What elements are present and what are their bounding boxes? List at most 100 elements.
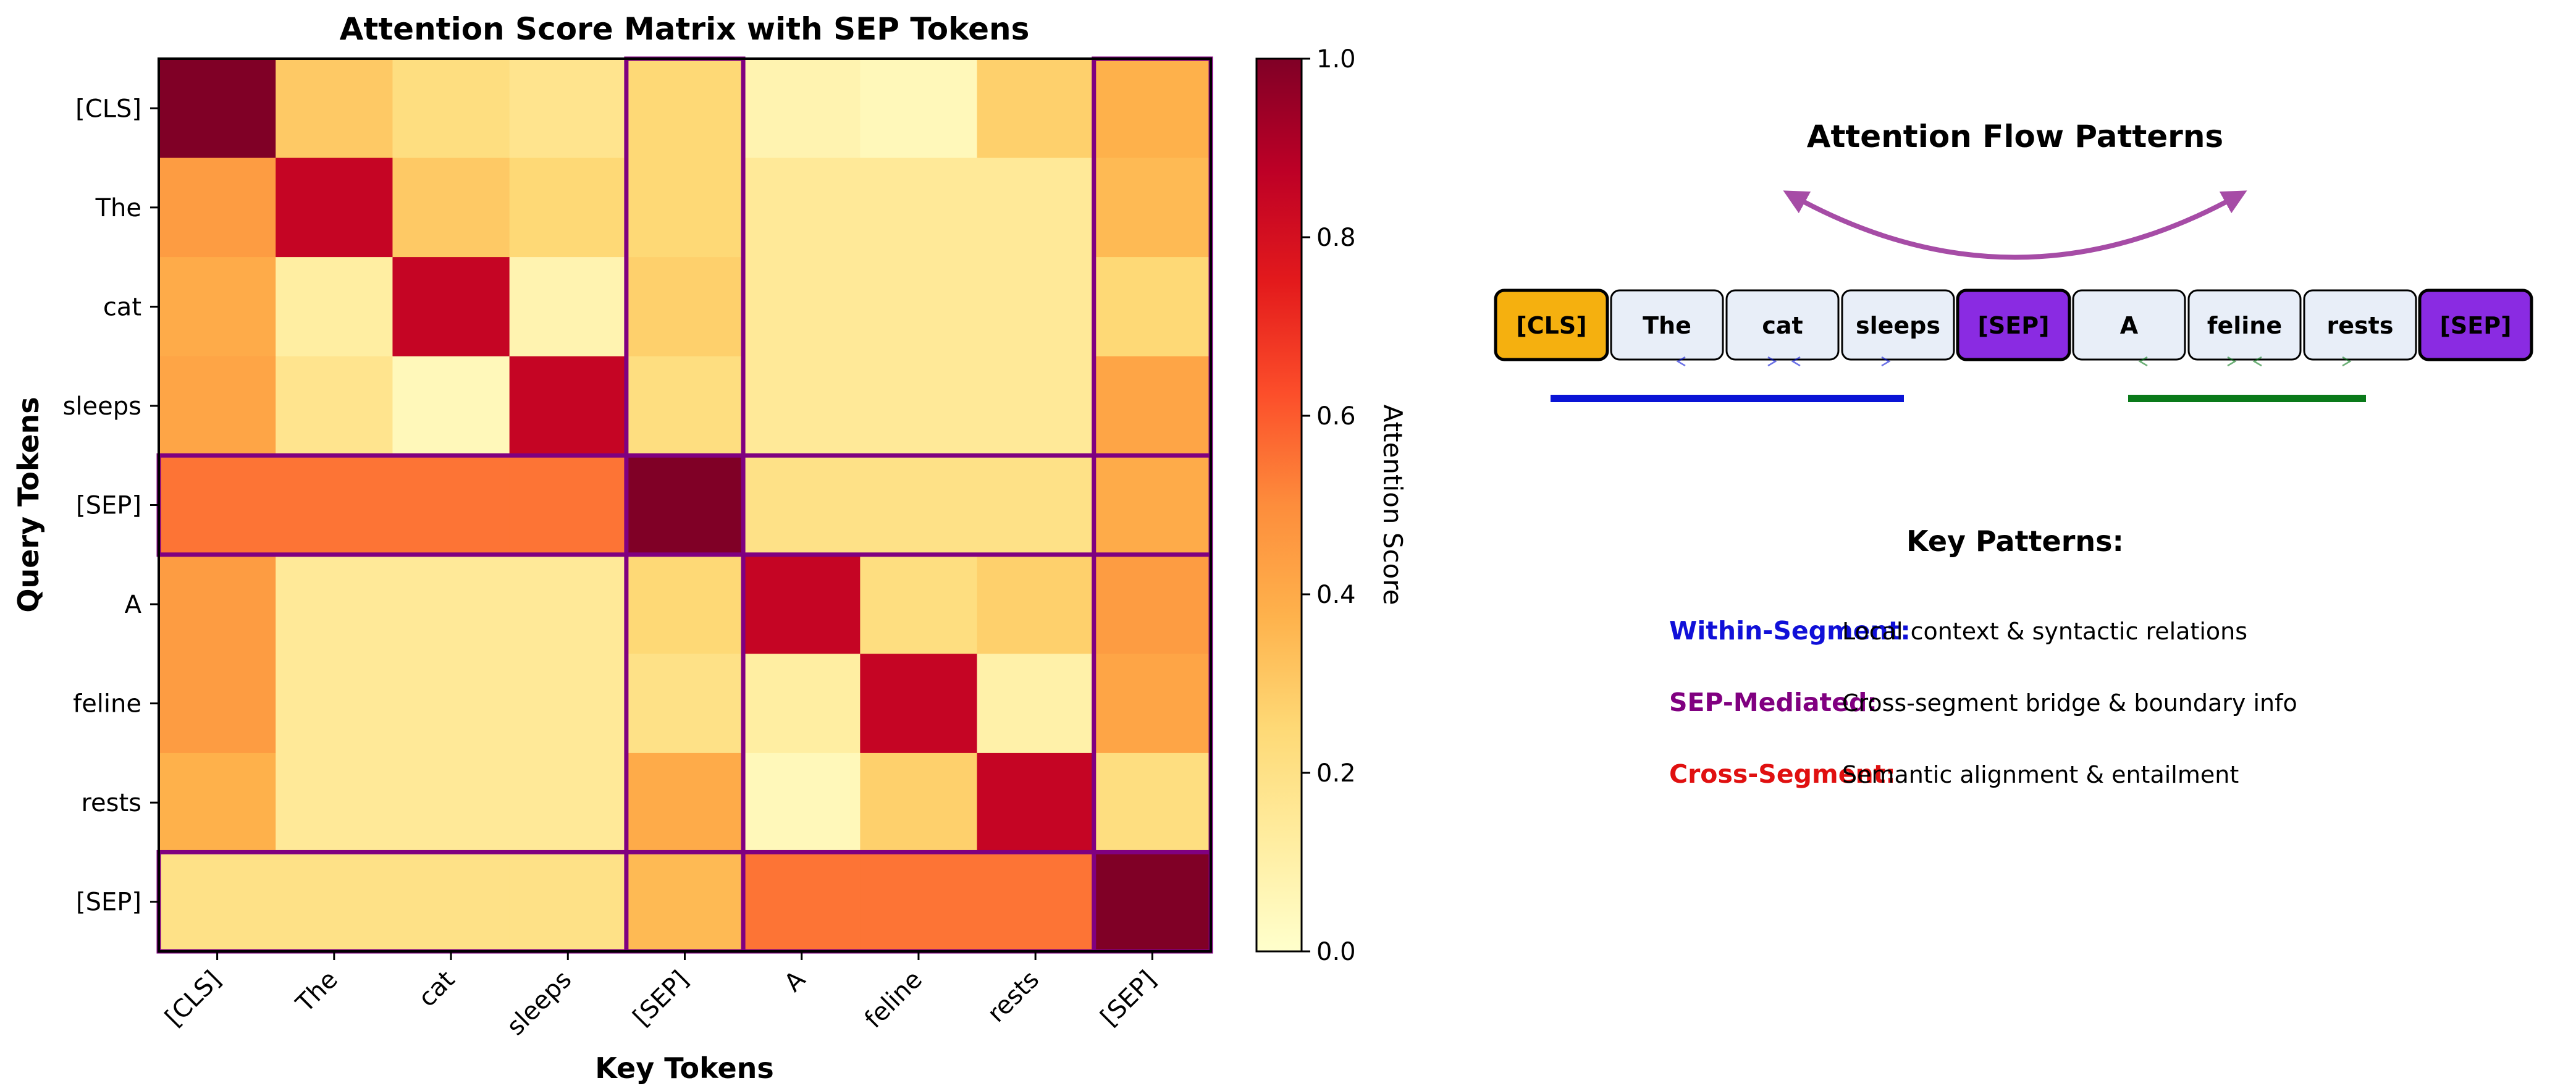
heatmap-cell — [509, 59, 627, 159]
heatmap-cell — [276, 852, 394, 952]
token-box-bg — [2187, 289, 2302, 361]
colorbar-label: Attention Score — [1378, 405, 1408, 605]
heatmap-cell — [509, 257, 627, 357]
pattern-description: Semantic alignment & entailment — [1842, 761, 2239, 788]
heatmap-cell — [159, 257, 276, 357]
token-box-bg — [2072, 289, 2186, 361]
heatmap-cells — [159, 59, 1211, 952]
flow-arrow — [2138, 356, 2148, 367]
heatmap-cell — [1093, 752, 1211, 853]
colorbar-tick-label: 0.4 — [1316, 581, 1356, 609]
x-axis-label: Key Tokens — [595, 1051, 774, 1085]
heatmap-cell — [977, 158, 1095, 258]
heatmap-cell — [860, 654, 978, 754]
heatmap-cell — [276, 59, 394, 159]
heatmap-cell — [626, 654, 744, 754]
x-tick-label: [SEP] — [1095, 966, 1161, 1032]
token-box: rests — [2303, 289, 2417, 361]
heatmap-cell — [743, 554, 861, 654]
token-box: A — [2072, 289, 2186, 361]
heatmap-cell — [977, 257, 1095, 357]
token-box: [CLS] — [1494, 289, 1609, 361]
heatmap-cell — [860, 257, 978, 357]
token-box: [SEP] — [2418, 289, 2533, 361]
heatmap-cell — [626, 158, 744, 258]
heatmap-cell — [509, 158, 627, 258]
flow-arrow — [2227, 356, 2237, 367]
pattern-name: SEP-Mediated: — [1669, 688, 1877, 717]
token-box-bg — [2303, 289, 2417, 361]
pattern-description: Cross-segment bridge & boundary info — [1842, 689, 2297, 717]
token-box-bg — [2418, 289, 2533, 361]
heatmap-cell — [159, 158, 276, 258]
colorbar-ticks: 0.0 0.2 0.4 0.6 0.8 1.0 — [1302, 45, 1356, 966]
colorbar-tick-label: 1.0 — [1316, 45, 1356, 74]
flow-arrow — [1767, 356, 1777, 367]
y-tick-label: feline — [73, 690, 141, 718]
pattern-within-segment: Within-Segment: Local context & syntacti… — [1669, 616, 2247, 646]
x-tick-label: feline — [859, 966, 928, 1034]
pattern-cross-segment: Cross-Segment: Semantic alignment & enta… — [1669, 759, 2239, 789]
token-box: [SEP] — [1956, 289, 2071, 361]
heatmap-cell — [276, 356, 394, 456]
x-tick-label: The — [290, 966, 343, 1019]
heatmap-cell — [159, 554, 276, 654]
token-label: sleeps — [1856, 312, 1940, 339]
heatmap-cell — [860, 158, 978, 258]
heatmap-cell — [977, 356, 1095, 456]
heatmap-cell — [392, 356, 510, 456]
heatmap-cell — [1093, 654, 1211, 754]
heatmap-cell — [743, 752, 861, 853]
heatmap-cell — [860, 852, 978, 952]
x-tick-label: [CLS] — [160, 966, 227, 1032]
heatmap-cell — [276, 554, 394, 654]
heatmap-cell — [743, 59, 861, 159]
token-label: cat — [1762, 312, 1803, 339]
heatmap-cell — [860, 455, 978, 555]
key-patterns-title: Key Patterns: — [1906, 524, 2124, 558]
heatmap-cell — [509, 455, 627, 555]
token-label: A — [2120, 312, 2139, 339]
token-box-bg — [1494, 289, 1609, 361]
heatmap-cell — [1093, 554, 1211, 654]
within-segment-arrows — [1676, 356, 2352, 367]
token-label: The — [1643, 312, 1691, 339]
x-tick-label: cat — [413, 966, 461, 1013]
heatmap-cell — [159, 654, 276, 754]
heatmap-cell — [626, 257, 744, 357]
heatmap-cell — [159, 752, 276, 853]
heatmap-cell — [743, 852, 861, 952]
heatmap-cell — [392, 554, 510, 654]
heatmap-cell — [159, 852, 276, 952]
token-box: sleeps — [1841, 289, 1955, 361]
y-tick-label: A — [125, 591, 142, 619]
heatmap-cell — [276, 257, 394, 357]
heatmap-cell — [276, 455, 394, 555]
token-box-bg — [1610, 289, 1724, 361]
heatmap-cell — [159, 356, 276, 456]
flow-arrow — [1676, 356, 1686, 367]
x-tick-label: [SEP] — [628, 966, 694, 1032]
token-label: [CLS] — [1516, 312, 1586, 339]
x-tick-label: rests — [982, 966, 1045, 1029]
heatmap-cell — [392, 852, 510, 952]
x-tick-label: sleeps — [502, 966, 578, 1042]
heatmap-cell — [860, 59, 978, 159]
flow-arrow — [2252, 356, 2262, 367]
heatmap-cell — [1093, 852, 1211, 952]
heatmap-cell — [159, 455, 276, 555]
heatmap-cell — [860, 752, 978, 853]
heatmap-cell — [1093, 356, 1211, 456]
heatmap-cell — [392, 158, 510, 258]
heatmap-cell — [1093, 59, 1211, 159]
heatmap-cell — [626, 356, 744, 456]
heatmap-cell — [1093, 257, 1211, 357]
token-box-bg — [1841, 289, 1955, 361]
pattern-description: Local context & syntactic relations — [1842, 618, 2247, 645]
pattern-name: Within-Segment: — [1669, 616, 1911, 646]
token-box: cat — [1725, 289, 1840, 361]
heatmap-cell — [743, 654, 861, 754]
